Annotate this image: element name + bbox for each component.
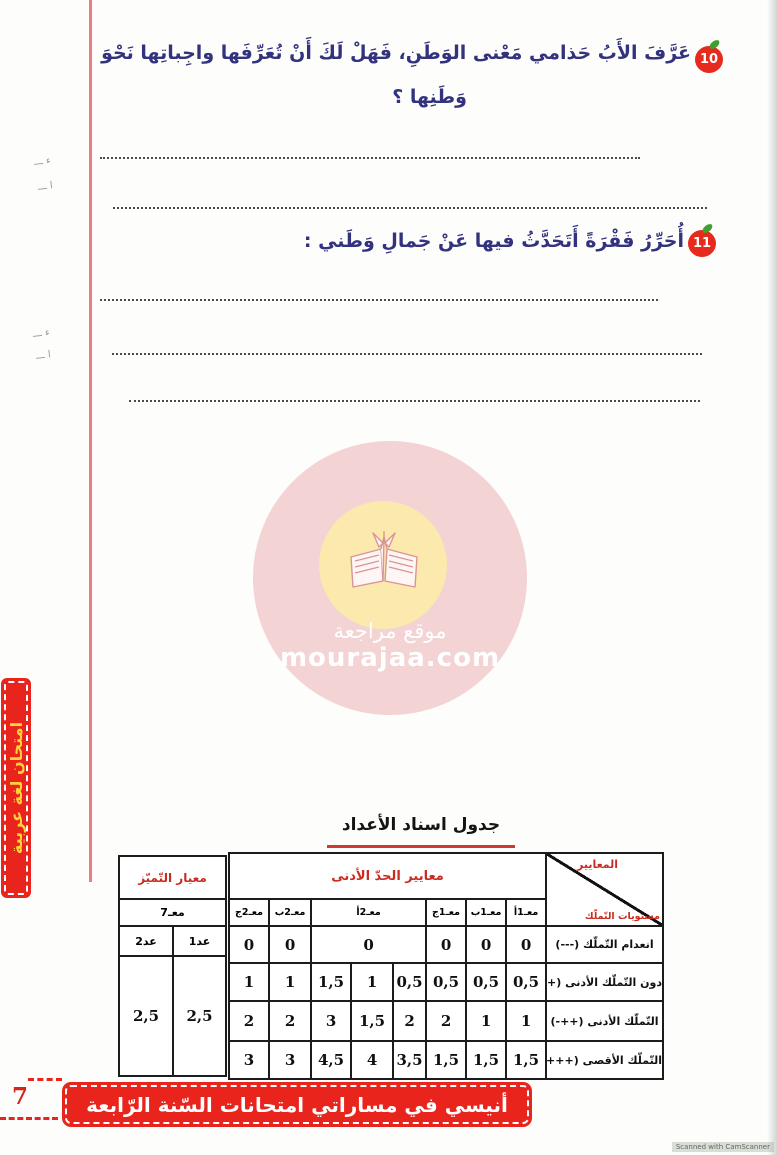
footer-banner: أنيسي في مساراتي امتحانات السّنة الرّابع… (62, 1082, 532, 1127)
scan-edge-shadow (767, 0, 777, 1155)
answer-line (129, 392, 700, 402)
score-cell: 0,5 (465, 962, 508, 1002)
dashed-segment (0, 1117, 58, 1120)
side-banner: امتحان لغة عربية (1, 678, 31, 898)
score-cell: 2 (227, 1000, 271, 1042)
score-cell: 1 (350, 962, 395, 1002)
score-cell: 2 (268, 1000, 313, 1042)
excellence-header: معيار التّميّز (118, 855, 227, 900)
watermark-site-name: موقع مراجعة (333, 619, 447, 643)
level-label: انعدام التّملّك (---) (545, 925, 665, 964)
title-underline (327, 845, 515, 848)
score-cell: 0 (227, 925, 271, 964)
page-number: 7 (12, 1083, 29, 1110)
red-margin-line (89, 0, 92, 882)
score-cell: 3 (227, 1040, 271, 1080)
score-cell: 2 (425, 1000, 468, 1042)
score-cell: 1,5 (465, 1040, 508, 1080)
score-cell: 4,5 (310, 1040, 353, 1080)
excellence-criterion: معـ7 (118, 898, 227, 927)
criterion-header: معـ2أ (310, 898, 428, 927)
corner-label-levels: مستويات التّملّك (584, 911, 661, 922)
score-cell: 1 (465, 1000, 508, 1042)
score-cell: 0,5 (425, 962, 468, 1002)
table-row: انعدام التّملّك (---) 0 0 0 0 0 0 (227, 925, 665, 964)
answer-line (113, 199, 707, 209)
question-11-text: أُحَرِّرُ فَقْرَةً أَتَحَدَّثُ فيها عَنْ… (303, 230, 684, 252)
score-cell: 0 (505, 925, 548, 964)
score-cell: 0 (310, 925, 428, 964)
score-cell: 3 (310, 1000, 353, 1042)
level-label: التّملّك الأدنى (++-) (545, 1000, 665, 1042)
score-cell: 2 (392, 1000, 428, 1042)
table-row: التّملّك الأقصى (+++) 1,5 1,5 1,5 3,5 4 … (227, 1040, 665, 1080)
grading-table: المعايير مستويات التّملّك معايير الحدّ ا… (227, 852, 665, 1080)
watermark-circle (319, 501, 447, 629)
score-cell: 1,5 (425, 1040, 468, 1080)
dashed-segment (28, 1078, 62, 1081)
score-cell: 3 (268, 1040, 313, 1080)
excellence-table: معيار التّميّز معـ7 عد1 عد2 2,5 2,5 (118, 855, 227, 1077)
score-cell: 1,5 (350, 1000, 395, 1042)
excellence-column: عد1 (172, 925, 227, 957)
level-label: دون التّملّك الأدنى (+--) (545, 962, 665, 1002)
level-label: التّملّك الأقصى (+++) (545, 1040, 665, 1080)
score-cell: 1 (227, 962, 271, 1002)
site-watermark: موقع مراجعة mourajaa.com (253, 441, 527, 715)
criterion-header: معـ2ب (268, 898, 313, 927)
criterion-header: معـ1ج (425, 898, 468, 927)
corner-label-criteria: المعايير (576, 858, 619, 871)
score-cell: 4 (350, 1040, 395, 1080)
margin-mark: ا ـــ (37, 180, 54, 193)
margin-mark: ء ـــ (33, 155, 52, 168)
score-cell: 2,5 (172, 955, 227, 1077)
open-book-icon (350, 531, 418, 588)
question-10-text-line2: وَطَنِها ؟ (392, 86, 467, 108)
question-number: 11 (692, 236, 712, 251)
question-10-text-line1: عَرَّفَ الأَبُ حَذامي مَعْنى الوَطَنِ، ف… (101, 42, 691, 64)
grading-table-title: جدول اسناد الأعداد (341, 815, 501, 835)
score-cell: 0,5 (505, 962, 548, 1002)
min-criteria-header: معايير الحدّ الأدنى (227, 852, 548, 900)
side-banner-label: امتحان لغة عربية (4, 681, 28, 895)
score-cell: 1,5 (505, 1040, 548, 1080)
score-cell: 1 (505, 1000, 548, 1042)
table-row: التّملّك الأدنى (++-) 1 1 2 2 1,5 3 2 2 (227, 1000, 665, 1042)
table-row: دون التّملّك الأدنى (+--) 0,5 0,5 0,5 0,… (227, 962, 665, 1002)
excellence-column: عد2 (118, 925, 174, 957)
margin-mark: ء ـــ (32, 327, 51, 340)
criterion-header: معـ1ب (465, 898, 508, 927)
score-cell: 3,5 (392, 1040, 428, 1080)
score-cell: 0 (465, 925, 508, 964)
score-cell: 1,5 (310, 962, 353, 1002)
answer-line (100, 291, 658, 301)
score-cell: 1 (268, 962, 313, 1002)
score-cell: 0,5 (392, 962, 428, 1002)
watermark-site-url: mourajaa.com (279, 643, 501, 673)
score-cell: 2,5 (118, 955, 174, 1077)
scanner-credit: Scanned with CamScanner (671, 1142, 774, 1152)
margin-mark: ا ـــ (35, 349, 52, 362)
question-number-badge: 10 (695, 46, 723, 73)
criterion-header: معـ1أ (505, 898, 548, 927)
score-cell: 0 (425, 925, 468, 964)
criterion-header: معـ2ج (227, 898, 271, 927)
answer-line (100, 149, 640, 159)
score-cell: 0 (268, 925, 313, 964)
question-number: 10 (699, 52, 719, 67)
table-corner-cell: المعايير مستويات التّملّك (545, 852, 665, 927)
answer-line (112, 345, 702, 355)
question-number-badge: 11 (688, 230, 716, 257)
footer-banner-label: أنيسي في مساراتي امتحانات السّنة الرّابع… (65, 1085, 529, 1124)
